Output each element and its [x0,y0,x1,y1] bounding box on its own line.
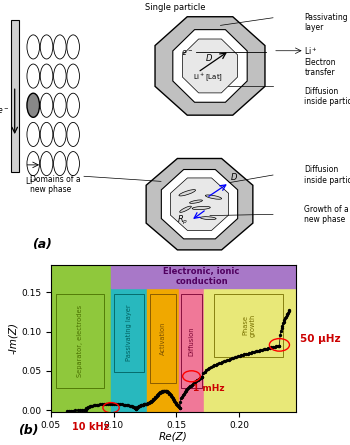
Text: (b): (b) [18,424,38,437]
Bar [204,288,296,412]
Polygon shape [173,30,247,102]
Polygon shape [182,39,238,93]
Polygon shape [146,158,253,250]
Text: Domains of a
new phase: Domains of a new phase [30,175,81,194]
Ellipse shape [201,217,216,219]
Bar [10,20,19,173]
Ellipse shape [180,206,191,212]
Ellipse shape [40,122,53,146]
Text: 50 μHz: 50 μHz [300,334,340,344]
Bar [179,288,204,412]
Ellipse shape [27,122,40,146]
Text: Electron
transfer: Electron transfer [304,57,336,77]
Ellipse shape [192,206,210,210]
Text: 1 mHz: 1 mHz [193,384,224,393]
Bar [113,294,144,372]
Ellipse shape [54,152,66,176]
Text: Diffusion
inside particle: Diffusion inside particle [304,166,350,185]
Ellipse shape [190,200,202,203]
Ellipse shape [54,122,66,146]
Text: Activation: Activation [160,322,166,355]
Ellipse shape [54,93,66,117]
Text: (a): (a) [32,238,52,251]
Text: Single particle: Single particle [145,3,205,12]
Ellipse shape [27,35,40,59]
Polygon shape [170,178,229,231]
Text: Growth of a
new phase: Growth of a new phase [304,205,349,224]
Ellipse shape [67,35,79,59]
Text: $R_p$: $R_p$ [177,214,188,227]
Bar [150,294,176,383]
Ellipse shape [67,93,79,117]
Text: Li$^+$: Li$^+$ [25,175,38,187]
Ellipse shape [27,93,40,117]
Text: Phase
growth: Phase growth [242,314,255,337]
Ellipse shape [67,152,79,176]
Ellipse shape [27,64,40,88]
Text: Electronic, ionic
conduction: Electronic, ionic conduction [163,267,240,286]
Text: Li$^+$: Li$^+$ [304,45,318,57]
Text: D: D [206,54,212,63]
Y-axis label: -Im(Z): -Im(Z) [8,322,18,354]
Bar [214,294,283,356]
Bar [147,288,179,412]
Text: D: D [231,173,238,182]
Bar [56,294,104,388]
Bar [51,265,111,412]
Bar [111,288,147,412]
Ellipse shape [40,93,53,117]
Text: Separator, electrodes: Separator, electrodes [77,305,83,377]
Bar [181,294,202,388]
Text: Passivating
layer: Passivating layer [304,12,348,32]
Ellipse shape [40,152,53,176]
Text: 10 kHz: 10 kHz [72,422,110,432]
Ellipse shape [205,195,222,199]
Polygon shape [161,170,238,239]
Ellipse shape [54,64,66,88]
Polygon shape [155,17,265,115]
X-axis label: Re(Z): Re(Z) [159,432,188,442]
Text: $e^-$: $e^-$ [181,49,193,58]
Ellipse shape [67,64,79,88]
Ellipse shape [40,35,53,59]
Text: $e^-$: $e^-$ [0,107,9,117]
Text: Diffusion: Diffusion [188,326,195,356]
Ellipse shape [54,35,66,59]
Ellipse shape [27,152,40,176]
Bar [111,265,296,288]
Text: Li$^+$[Lat]: Li$^+$[Lat] [193,72,223,83]
Ellipse shape [67,122,79,146]
Text: Diffusion
inside particle: Diffusion inside particle [304,87,350,106]
Text: Passivating layer: Passivating layer [126,305,132,361]
Ellipse shape [179,190,196,196]
Ellipse shape [40,64,53,88]
